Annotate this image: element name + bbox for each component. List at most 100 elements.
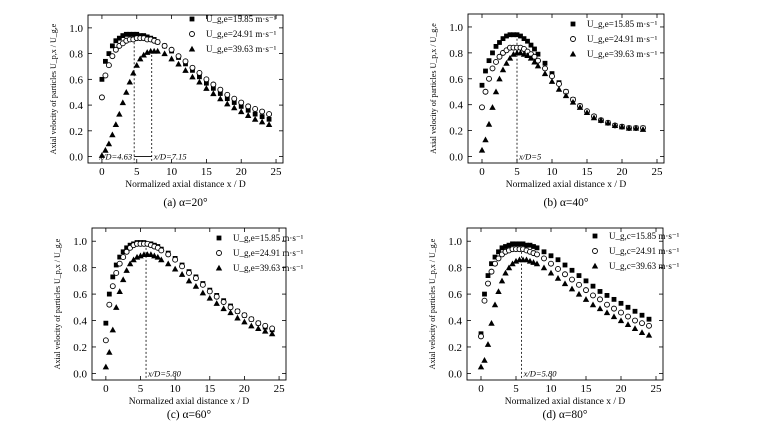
data-point bbox=[116, 110, 123, 117]
data-point bbox=[130, 69, 137, 76]
data-point bbox=[510, 241, 515, 247]
data-point bbox=[113, 269, 120, 276]
data-point bbox=[589, 301, 597, 308]
x-tick-label: 0 bbox=[103, 383, 109, 395]
y-tick-label: 1.0 bbox=[449, 22, 463, 34]
data-point bbox=[206, 294, 213, 301]
series-triangle bbox=[102, 251, 276, 370]
data-point bbox=[251, 116, 259, 122]
data-point bbox=[189, 64, 196, 71]
data-point bbox=[113, 304, 120, 310]
data-point bbox=[576, 104, 584, 110]
data-point bbox=[490, 50, 495, 56]
data-point bbox=[495, 255, 502, 262]
y-tick-label: 0.6 bbox=[73, 289, 87, 301]
data-point bbox=[541, 249, 547, 255]
data-point bbox=[481, 356, 488, 363]
data-point bbox=[175, 53, 182, 60]
data-point bbox=[123, 267, 130, 273]
x-tick-label: 10 bbox=[166, 166, 178, 178]
data-point bbox=[496, 249, 501, 255]
data-point bbox=[497, 40, 502, 45]
data-point bbox=[151, 252, 158, 259]
data-point bbox=[224, 91, 231, 98]
data-point bbox=[604, 293, 610, 298]
axes-frame bbox=[467, 13, 665, 164]
data-point bbox=[192, 282, 200, 289]
y-tick-label: 0.8 bbox=[448, 263, 462, 275]
data-point bbox=[482, 291, 487, 297]
data-point bbox=[542, 60, 548, 66]
data-point bbox=[110, 274, 116, 280]
data-point bbox=[624, 321, 632, 328]
data-point bbox=[478, 333, 484, 340]
x-tick-label: 10 bbox=[546, 383, 558, 395]
y-tick-label: 0.4 bbox=[73, 316, 87, 328]
annotation-label: x/D=5 bbox=[518, 152, 541, 162]
data-point bbox=[534, 251, 540, 258]
data-point bbox=[103, 320, 109, 326]
data-point bbox=[255, 325, 262, 332]
data-point bbox=[583, 278, 589, 284]
y-tick-label: 0.8 bbox=[69, 49, 83, 61]
y-axis-label: Axial velocity of particles U_p,x / U_g,… bbox=[428, 238, 437, 369]
data-point bbox=[266, 111, 273, 118]
data-point bbox=[224, 100, 231, 107]
data-point bbox=[102, 363, 110, 370]
data-point bbox=[265, 121, 273, 127]
data-point bbox=[248, 322, 255, 329]
data-point bbox=[213, 293, 220, 300]
data-point bbox=[137, 55, 144, 62]
data-point bbox=[596, 305, 604, 312]
data-point bbox=[547, 269, 555, 276]
data-point bbox=[625, 304, 631, 310]
data-point bbox=[498, 277, 506, 284]
data-point bbox=[590, 114, 598, 121]
panel-caption: (b) α=40° bbox=[544, 197, 589, 209]
data-point bbox=[238, 103, 244, 109]
data-point bbox=[597, 289, 603, 294]
data-point bbox=[495, 288, 502, 295]
data-point bbox=[210, 90, 217, 97]
legend-marker bbox=[569, 50, 577, 57]
x-tick-label: 20 bbox=[616, 383, 628, 395]
data-point bbox=[513, 241, 519, 247]
data-point bbox=[618, 309, 624, 316]
y-tick-label: 0.2 bbox=[448, 342, 462, 354]
data-point bbox=[106, 291, 112, 297]
data-point bbox=[178, 271, 186, 277]
data-point bbox=[165, 251, 172, 258]
data-point bbox=[583, 287, 589, 294]
data-point bbox=[231, 104, 238, 111]
series-triangle bbox=[478, 49, 647, 153]
data-point bbox=[631, 325, 639, 332]
axes-frame bbox=[466, 227, 664, 381]
data-point bbox=[252, 111, 258, 117]
data-point bbox=[611, 305, 617, 312]
data-point bbox=[562, 92, 570, 99]
legend-label: U_g,e=15.85 m·s⁻¹ bbox=[206, 14, 277, 24]
legend-label: U_g,e=24.91 m·s⁻¹ bbox=[206, 29, 277, 39]
data-point bbox=[248, 316, 255, 323]
data-point bbox=[109, 283, 116, 290]
data-point bbox=[116, 260, 123, 267]
panel-caption: (c) α=60° bbox=[167, 409, 212, 421]
data-point bbox=[266, 116, 272, 122]
annotation-label: x/D=7.15 bbox=[153, 152, 187, 162]
data-point bbox=[126, 260, 134, 267]
series-circle bbox=[478, 246, 652, 340]
data-point bbox=[517, 241, 522, 247]
data-point bbox=[224, 96, 230, 102]
data-point bbox=[530, 259, 537, 265]
data-point bbox=[604, 301, 610, 308]
annotation-label: x/D=4.63 bbox=[98, 152, 132, 162]
chart-panel-a: 0 5 10 15 20 25 0.0 0.2 0.4 0.6 0.8 1.0 Normalized a… bbox=[49, 14, 284, 209]
data-point bbox=[165, 260, 172, 267]
data-point bbox=[197, 74, 202, 80]
data-point bbox=[98, 152, 106, 158]
legend-marker bbox=[216, 250, 222, 256]
data-point bbox=[210, 85, 216, 91]
data-point bbox=[489, 261, 494, 267]
data-point bbox=[569, 267, 575, 273]
data-point bbox=[493, 43, 499, 49]
